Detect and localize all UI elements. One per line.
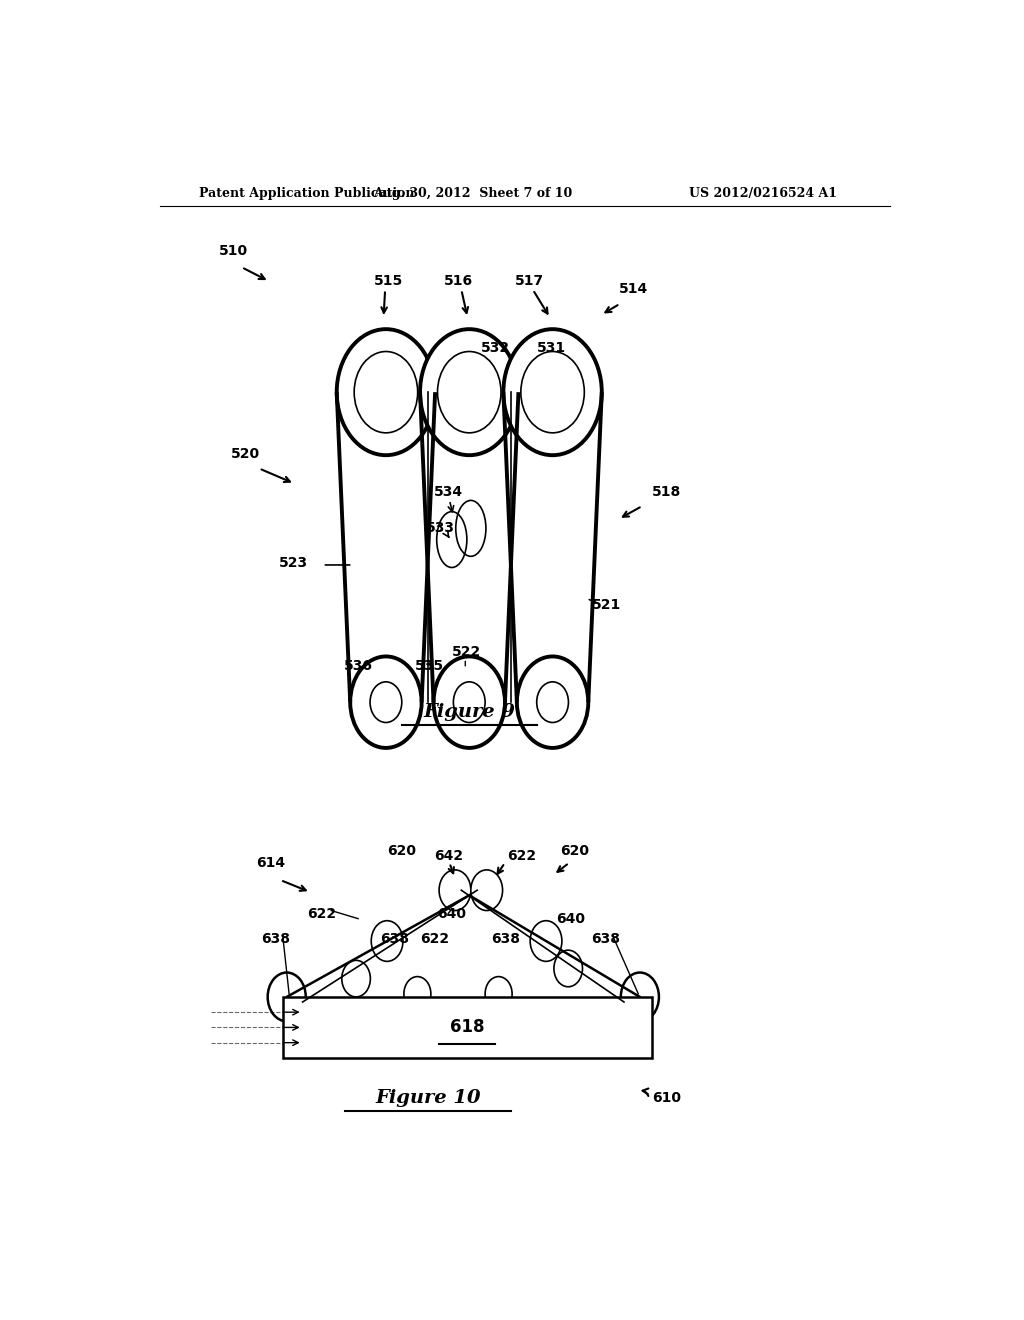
Text: 640: 640 — [557, 912, 586, 925]
Text: 522: 522 — [452, 645, 481, 660]
Text: 614: 614 — [257, 855, 286, 870]
Text: 531: 531 — [537, 341, 566, 355]
Text: 520: 520 — [231, 447, 260, 461]
Circle shape — [485, 977, 512, 1011]
Text: 510: 510 — [219, 244, 249, 257]
Text: 533: 533 — [426, 521, 455, 536]
Text: 518: 518 — [652, 484, 681, 499]
Text: 638: 638 — [492, 932, 520, 946]
Circle shape — [471, 870, 503, 911]
Circle shape — [342, 961, 371, 997]
Text: 535: 535 — [416, 659, 444, 673]
Circle shape — [420, 329, 518, 455]
Text: 514: 514 — [618, 281, 648, 296]
Text: 610: 610 — [652, 1090, 681, 1105]
Text: 622: 622 — [307, 907, 337, 920]
Text: 523: 523 — [279, 556, 308, 570]
Circle shape — [350, 656, 422, 748]
Text: 620: 620 — [560, 843, 590, 858]
Text: Figure 9: Figure 9 — [423, 704, 515, 721]
Text: 642: 642 — [434, 849, 464, 863]
Text: 638: 638 — [592, 932, 621, 946]
Text: 618: 618 — [450, 1019, 484, 1036]
Circle shape — [372, 921, 403, 961]
Text: 638: 638 — [380, 932, 410, 946]
Circle shape — [267, 973, 306, 1022]
Circle shape — [433, 656, 505, 748]
Text: 620: 620 — [387, 843, 416, 858]
Text: 622: 622 — [507, 849, 537, 863]
Circle shape — [530, 921, 562, 961]
Text: 536: 536 — [344, 659, 373, 673]
Text: 534: 534 — [433, 484, 463, 499]
Circle shape — [403, 977, 431, 1011]
Text: 515: 515 — [374, 275, 403, 289]
Text: 640: 640 — [437, 907, 467, 920]
Text: Figure 10: Figure 10 — [375, 1089, 481, 1106]
Circle shape — [439, 870, 471, 911]
Circle shape — [554, 950, 583, 987]
Circle shape — [504, 329, 602, 455]
Bar — [283, 997, 652, 1057]
Circle shape — [337, 329, 435, 455]
Text: 521: 521 — [592, 598, 622, 611]
Text: 622: 622 — [420, 932, 450, 946]
Text: Patent Application Publication: Patent Application Publication — [200, 187, 415, 201]
Text: Aug. 30, 2012  Sheet 7 of 10: Aug. 30, 2012 Sheet 7 of 10 — [374, 187, 572, 201]
Text: US 2012/0216524 A1: US 2012/0216524 A1 — [689, 187, 837, 201]
Circle shape — [621, 973, 658, 1022]
Text: 532: 532 — [481, 341, 510, 355]
Text: 516: 516 — [443, 275, 473, 289]
Circle shape — [517, 656, 588, 748]
Text: 638: 638 — [261, 932, 291, 946]
Text: 517: 517 — [515, 275, 545, 289]
